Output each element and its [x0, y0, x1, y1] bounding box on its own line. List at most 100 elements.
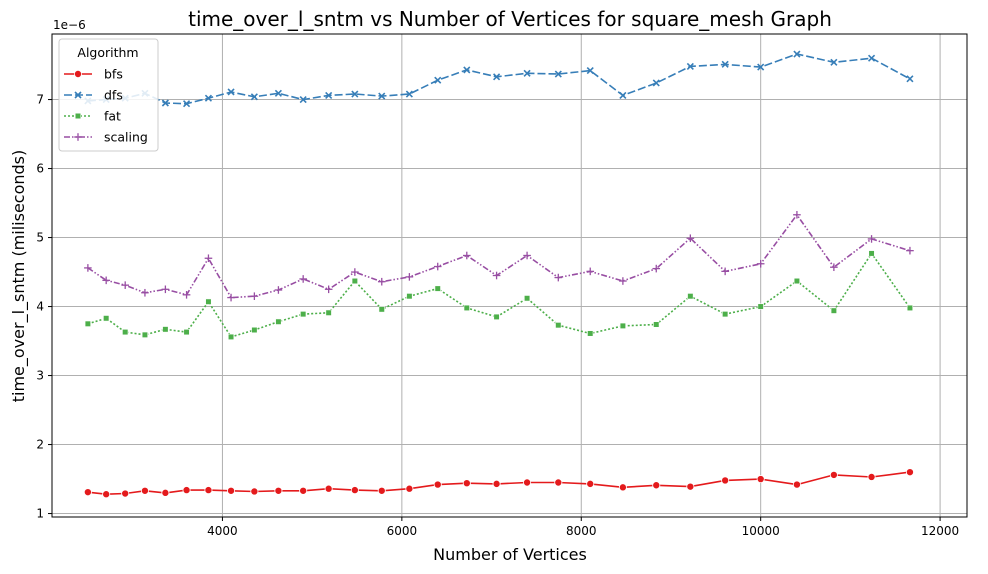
point-scaling	[204, 254, 213, 263]
point-scaling	[433, 262, 442, 271]
point-bfs	[586, 479, 595, 488]
point-bfs	[867, 472, 876, 481]
point-dfs	[161, 99, 169, 107]
x-axis: 4000 6000 8000 10000 12000	[207, 517, 959, 538]
point-bfs	[829, 470, 838, 479]
legend: Algorithm bfs dfs fat scaling	[58, 38, 159, 152]
legend-title: Algorithm	[77, 45, 138, 60]
point-fat	[205, 298, 212, 305]
point-scaling	[299, 275, 307, 283]
point-bfs	[652, 481, 661, 490]
point-dfs	[867, 54, 876, 62]
point-bfs	[523, 478, 532, 487]
point-dfs	[274, 89, 282, 97]
point-scaling	[227, 293, 235, 302]
point-scaling	[906, 246, 914, 255]
series-line-scaling	[87, 214, 911, 299]
point-fat	[793, 277, 801, 285]
point-bfs	[204, 486, 213, 495]
point-fat	[183, 328, 190, 336]
point-dfs	[493, 73, 501, 81]
series-fat	[84, 250, 914, 341]
legend-label-scaling: scaling	[104, 130, 148, 145]
series-dfs	[84, 50, 914, 108]
series-bfs	[83, 468, 914, 499]
series-layer	[83, 50, 914, 499]
legend-item-bfs: bfs	[64, 67, 123, 82]
point-scaling	[121, 281, 129, 289]
point-bfs	[274, 486, 283, 495]
point-dfs	[325, 91, 333, 99]
point-dfs	[830, 58, 838, 66]
point-dfs	[227, 88, 235, 96]
legend-label-fat: fat	[104, 109, 121, 124]
point-scaling	[619, 277, 627, 285]
point-dfs	[434, 76, 442, 84]
point-fat	[325, 309, 332, 316]
point-dfs	[204, 94, 213, 102]
point-dfs	[463, 66, 471, 74]
plot-frame	[51, 33, 968, 518]
point-scaling	[377, 277, 386, 286]
point-fat	[830, 307, 837, 314]
point-dfs	[586, 67, 594, 75]
legend-marker-bfs	[74, 70, 83, 79]
point-fat	[227, 333, 235, 341]
point-bfs	[299, 486, 308, 495]
y-tick-label: 3	[36, 369, 44, 383]
point-bfs	[140, 486, 149, 495]
point-dfs	[793, 50, 801, 58]
point-dfs	[250, 93, 258, 101]
point-bfs	[121, 489, 130, 498]
point-fat	[251, 326, 258, 334]
point-scaling	[351, 268, 359, 276]
point-scaling	[463, 251, 471, 260]
point-bfs	[250, 487, 259, 496]
point-fat	[555, 322, 562, 329]
point-scaling	[141, 288, 149, 297]
point-bfs	[227, 486, 236, 495]
point-scaling	[182, 291, 191, 299]
x-tick-label: 4000	[207, 524, 238, 538]
point-dfs	[405, 90, 413, 98]
series-line-dfs	[87, 53, 911, 105]
point-scaling	[274, 286, 283, 294]
y-tick-label: 7	[36, 93, 44, 107]
point-scaling	[793, 210, 801, 219]
point-scaling	[652, 264, 661, 273]
y-tick-label: 2	[36, 438, 44, 452]
series-scaling	[84, 210, 914, 302]
point-dfs	[299, 95, 307, 104]
point-dfs	[652, 79, 660, 87]
point-bfs	[433, 480, 442, 489]
point-fat	[300, 311, 307, 318]
point-dfs	[523, 69, 531, 77]
point-fat	[587, 330, 594, 337]
point-bfs	[686, 482, 695, 491]
point-bfs	[554, 478, 563, 487]
point-fat	[523, 295, 531, 302]
point-scaling	[867, 235, 876, 243]
legend-marker-dfs	[74, 91, 82, 99]
point-scaling	[721, 267, 729, 276]
point-fat	[434, 285, 441, 292]
y-tick-label: 4	[36, 300, 44, 314]
point-fat	[653, 321, 660, 328]
x-axis-title: Number of Vertices	[433, 545, 587, 564]
point-fat	[687, 293, 694, 300]
x-tick-label: 10000	[742, 524, 780, 538]
point-bfs	[492, 479, 501, 488]
point-dfs	[721, 60, 729, 68]
point-dfs	[554, 70, 562, 78]
series-line-fat	[87, 252, 911, 338]
point-fat	[406, 293, 413, 300]
point-fat	[868, 250, 875, 257]
point-bfs	[377, 486, 386, 495]
point-fat	[275, 318, 282, 325]
point-bfs	[161, 488, 170, 497]
point-fat	[378, 306, 385, 313]
legend-item-scaling: scaling	[64, 130, 148, 145]
y-axis: 1 2 3 4 5 6 7	[36, 93, 52, 521]
point-bfs	[83, 488, 92, 497]
